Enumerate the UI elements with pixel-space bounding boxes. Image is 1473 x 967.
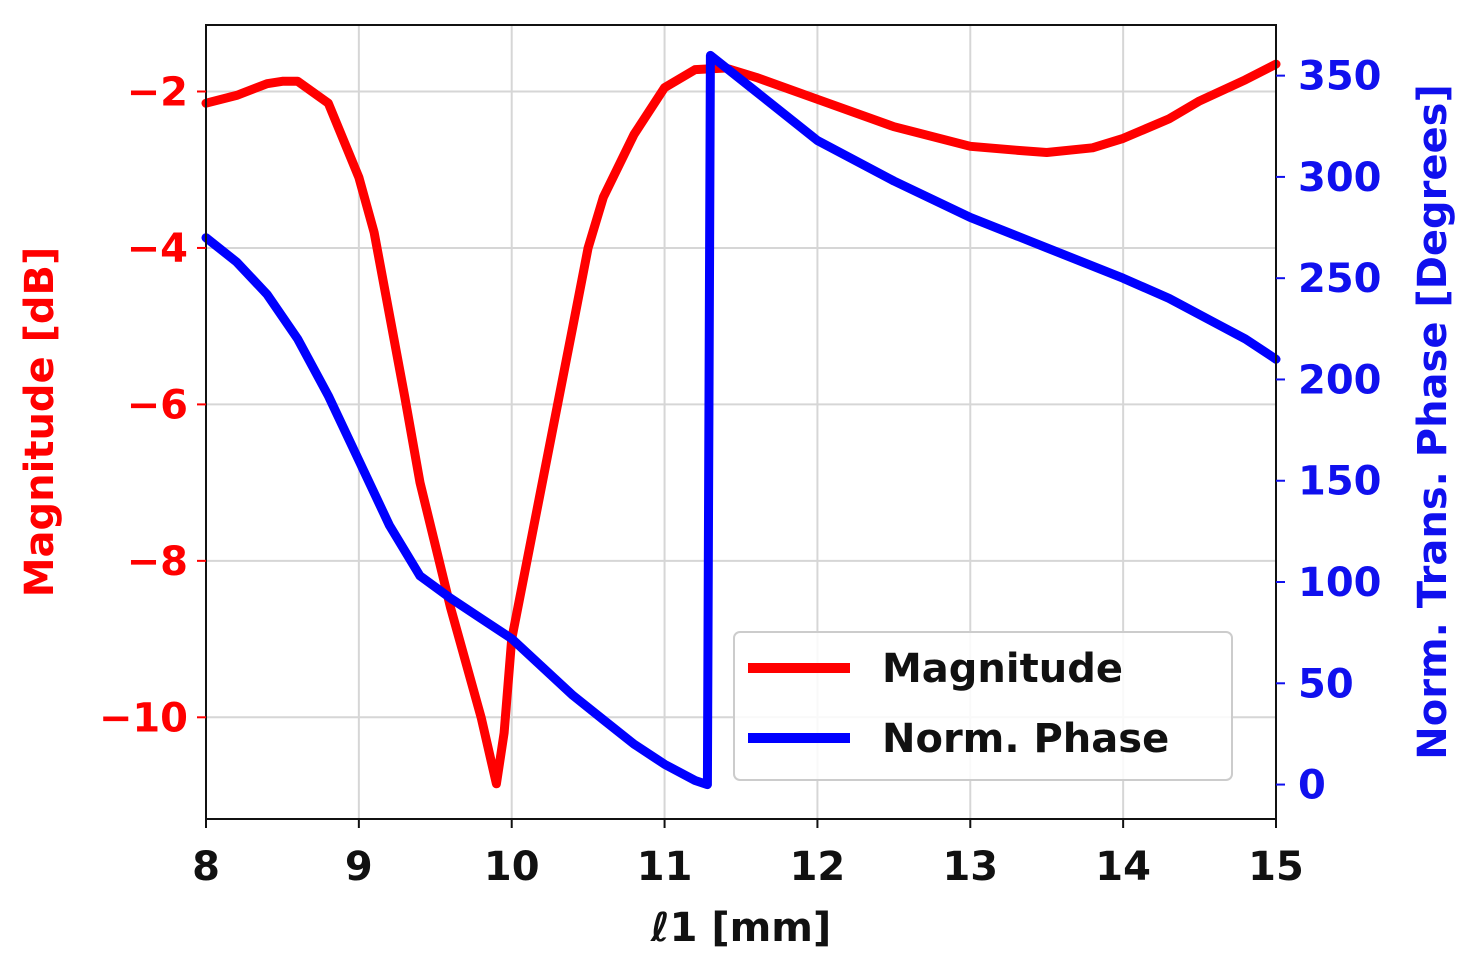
legend-box bbox=[733, 631, 1233, 781]
y-right-tick-label: 150 bbox=[1298, 459, 1382, 505]
y-left-tick-label: −10 bbox=[99, 695, 188, 741]
series-line-magnitude bbox=[201, 59, 1281, 789]
series-line-norm-phase bbox=[201, 50, 1281, 790]
x-tick-label: 10 bbox=[484, 844, 540, 890]
y-right-tick-label: 50 bbox=[1298, 661, 1354, 707]
y-left-tick-label: −2 bbox=[127, 69, 188, 115]
x-tick-label: 8 bbox=[192, 844, 220, 890]
x-tick-label: 9 bbox=[345, 844, 373, 890]
y-right-tick-label: 100 bbox=[1298, 560, 1382, 606]
y-right-tick-label: 350 bbox=[1298, 54, 1382, 100]
x-tick-label: 11 bbox=[637, 844, 693, 890]
y-right-tick-label: 300 bbox=[1298, 155, 1382, 201]
y-left-tick-label: −4 bbox=[127, 226, 188, 272]
x-tick-label: 12 bbox=[790, 844, 846, 890]
x-tick-label: 15 bbox=[1248, 844, 1304, 890]
y-right-tick-label: 250 bbox=[1298, 256, 1382, 302]
legend-label-norm-phase: Norm. Phase bbox=[882, 716, 1169, 762]
axis-ticks: 8 9 10 11 12 13 14 15 −2 −4 −6 −8 −10 0 50 100 150 200 250… bbox=[99, 54, 1382, 890]
x-axis-label: ℓ1 [mm] bbox=[650, 905, 832, 951]
y-right-tick-label: 200 bbox=[1298, 357, 1382, 403]
y-left-tick-label: −6 bbox=[127, 382, 188, 428]
x-tick-label: 14 bbox=[1095, 844, 1151, 890]
x-tick-label: 13 bbox=[942, 844, 998, 890]
plot-area bbox=[201, 50, 1281, 790]
y-axis-right-label: Norm. Trans. Phase [Degrees] bbox=[1410, 84, 1456, 759]
legend: Magnitude Norm. Phase bbox=[733, 631, 1233, 781]
y-right-tick-label: 0 bbox=[1298, 763, 1326, 809]
plot-frame bbox=[205, 24, 1277, 820]
y-left-tick-label: −8 bbox=[127, 539, 188, 585]
legend-label-magnitude: Magnitude bbox=[882, 646, 1123, 692]
y-axis-left-label: Magnitude [dB] bbox=[17, 247, 63, 598]
